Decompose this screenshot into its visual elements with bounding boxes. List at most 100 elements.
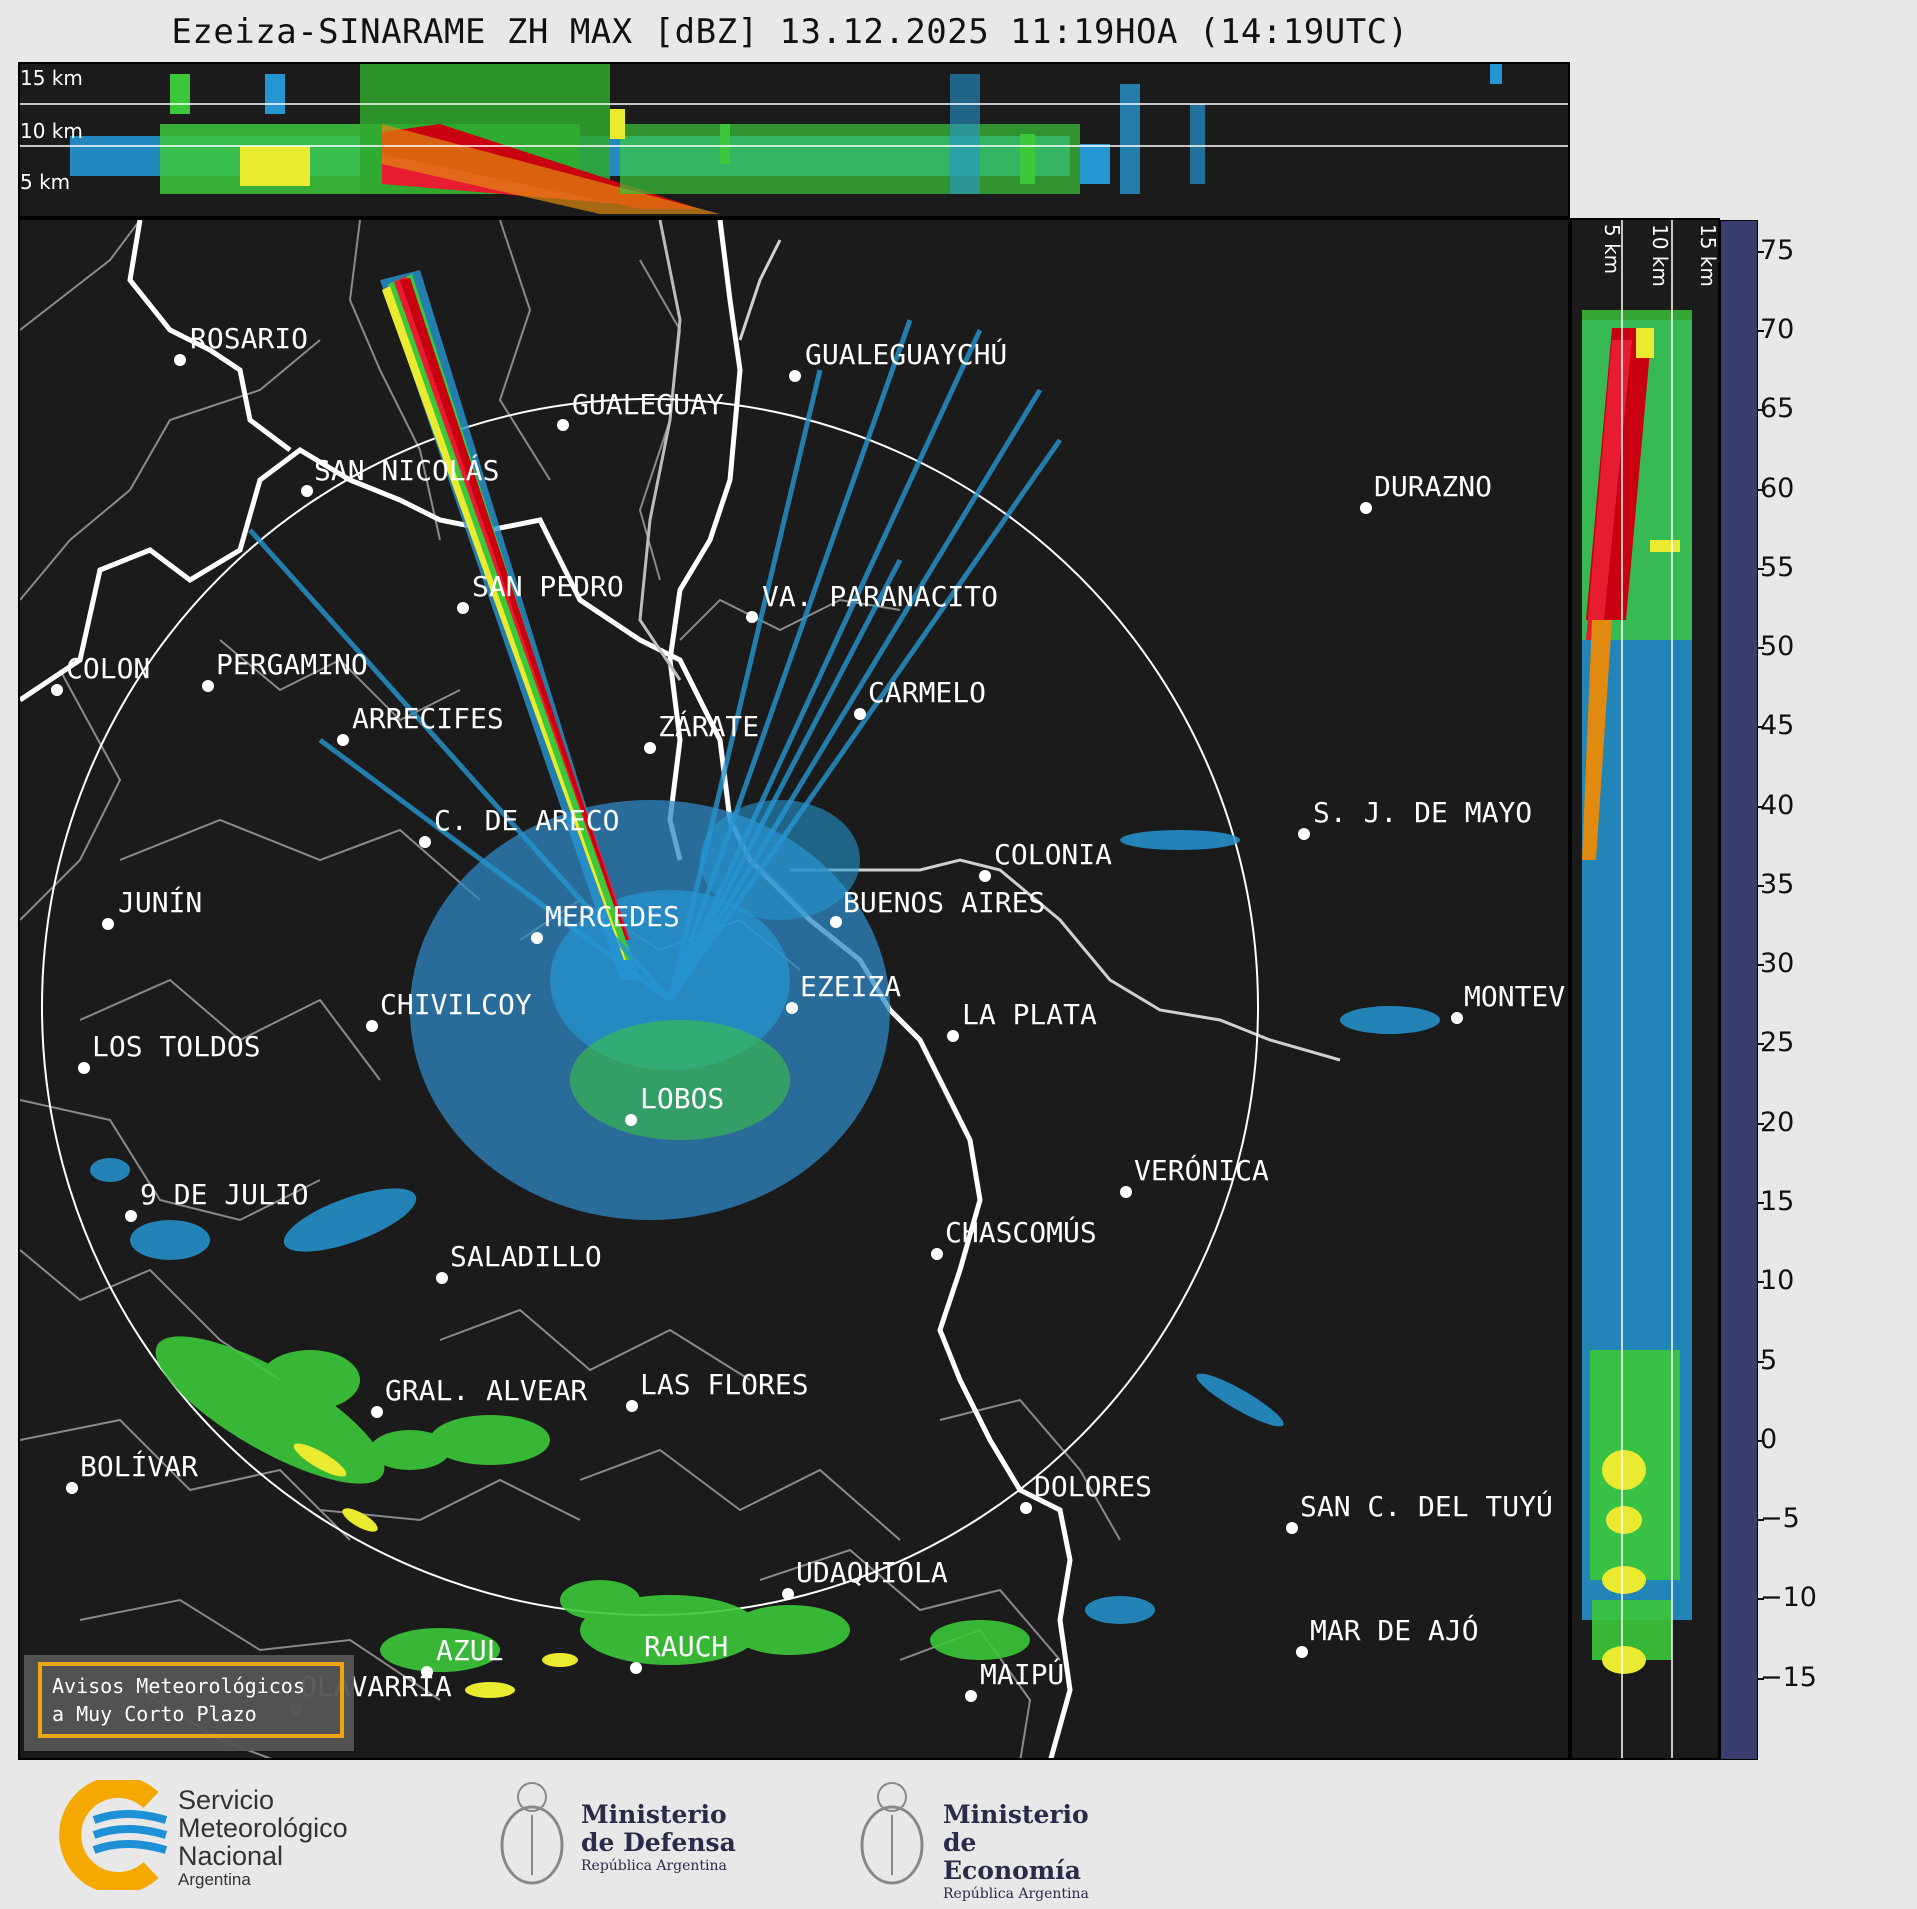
top-cross-section-plot	[20, 64, 1568, 214]
side-echoes	[1582, 310, 1692, 1674]
colorbar-tick-mark	[1757, 805, 1764, 808]
city-marker	[1120, 1186, 1132, 1198]
economia-line-3: República Argentina	[943, 1886, 1089, 1902]
city-label: GUALEGUAYCHÚ	[805, 338, 1008, 371]
smn-line-2: Meteorológico	[178, 1813, 348, 1843]
colorbar-tick-label: 20	[1760, 1106, 1795, 1138]
colorbar-tick-label: −10	[1760, 1582, 1817, 1614]
colorbar-tick-mark	[1757, 1677, 1764, 1680]
colorbar-tick-mark	[1757, 250, 1764, 253]
colorbar-tick-mark	[1757, 1281, 1764, 1284]
city-marker	[965, 1690, 977, 1702]
city-marker	[421, 1666, 433, 1678]
colorbar-tick-mark	[1757, 329, 1764, 332]
city-marker	[457, 602, 469, 614]
city-marker	[371, 1406, 383, 1418]
city-marker	[531, 932, 543, 944]
city-label: GRAL. ALVEAR	[385, 1374, 588, 1407]
colorbar-tick-label: 30	[1760, 948, 1795, 980]
side-alt-label-15km: 15 km	[1696, 224, 1720, 287]
smn-logo-mark	[59, 1780, 168, 1890]
smn-line-3: Nacional	[178, 1841, 284, 1871]
colorbar-tick-mark	[1757, 1439, 1764, 1442]
city-marker	[830, 916, 842, 928]
colorbar-tick-mark	[1757, 884, 1764, 887]
city-marker	[1020, 1502, 1032, 1514]
colorbar-tick-label: 5	[1760, 1344, 1778, 1376]
city-label: CHIVILCOY	[380, 988, 532, 1021]
city-marker	[557, 419, 569, 431]
city-label: RAUCH	[644, 1630, 729, 1663]
city-marker	[644, 742, 656, 754]
colorbar-tick-mark	[1757, 1360, 1764, 1363]
economia-crest-icon	[860, 1782, 924, 1885]
top-alt-label-5km: 5 km	[20, 170, 71, 194]
defensa-line-1: Ministerio	[581, 1800, 727, 1829]
city-marker	[337, 734, 349, 746]
city-label: DURAZNO	[1374, 470, 1493, 503]
city-label: LA PLATA	[962, 998, 1097, 1031]
city-label: SALADILLO	[450, 1240, 602, 1273]
city-label: LOBOS	[640, 1082, 725, 1115]
city-marker	[626, 1400, 638, 1412]
radar-echoes	[90, 270, 1440, 1698]
colorbar-tick-label: 75	[1760, 234, 1795, 266]
colorbar-tick-mark	[1757, 409, 1764, 412]
city-marker	[301, 485, 313, 497]
colorbar-tick-mark	[1757, 726, 1764, 729]
colorbar-tick-label: 45	[1760, 710, 1795, 742]
colorbar-tick-label: 65	[1760, 393, 1795, 425]
city-marker	[174, 354, 186, 366]
city-label: MERCEDES	[545, 900, 680, 933]
warning-box[interactable]: Avisos Meteorológicos a Muy Corto Plazo	[38, 1662, 344, 1738]
colorbar-tick-label: 70	[1760, 313, 1795, 345]
top-echoes	[70, 64, 1502, 214]
city-label: UDAQUIOLA	[796, 1556, 948, 1589]
top-alt-label-10km: 10 km	[20, 119, 83, 143]
side-cross-section-plot	[1582, 220, 1692, 1758]
side-alt-label-5km: 5 km	[1600, 224, 1624, 275]
city-label: LAS FLORES	[640, 1368, 809, 1401]
colorbar-tick-mark	[1757, 488, 1764, 491]
colorbar-tick-label: −15	[1760, 1661, 1817, 1693]
warning-line-1: Avisos Meteorológicos	[52, 1674, 305, 1698]
city-marker	[947, 1030, 959, 1042]
city-label: SAN PEDRO	[472, 570, 624, 603]
city-label: MAR DE AJÓ	[1310, 1614, 1479, 1647]
city-marker	[786, 1002, 798, 1014]
city-marker	[78, 1062, 90, 1074]
city-label: MAIPÚ	[980, 1658, 1065, 1691]
top-alt-label-15km: 15 km	[20, 66, 83, 90]
warning-line-2: a Muy Corto Plazo	[52, 1702, 257, 1726]
city-marker	[202, 680, 214, 692]
colorbar-tick-label: 60	[1760, 472, 1795, 504]
city-marker	[51, 684, 63, 696]
city-marker	[746, 611, 758, 623]
city-label: SAN NICOLÁS	[314, 454, 500, 487]
colorbar-tick-label: 55	[1760, 551, 1795, 583]
city-label: EZEIZA	[800, 970, 902, 1003]
colorbar-tick-label: 0	[1760, 1423, 1778, 1455]
city-marker	[1296, 1646, 1308, 1658]
side-cross-section-panel: 5 km 10 km 15 km	[1570, 218, 1720, 1760]
city-marker	[366, 1020, 378, 1032]
city-label: COLONIA	[994, 838, 1113, 871]
city-marker	[125, 1210, 137, 1222]
colorbar-tick-mark	[1757, 647, 1764, 650]
city-label: BUENOS AIRES	[843, 886, 1046, 919]
radar-map	[20, 220, 1440, 1758]
colorbar-tick-label: 50	[1760, 631, 1795, 663]
top-cross-section-panel: 15 km 10 km 5 km	[18, 62, 1570, 218]
city-label: VERÓNICA	[1134, 1154, 1269, 1187]
colorbar-tick-label: 35	[1760, 868, 1795, 900]
city-marker	[1360, 502, 1372, 514]
colorbar-tick-mark	[1757, 1519, 1764, 1522]
page-title: Ezeiza-SINARAME ZH MAX [dBZ] 13.12.2025 …	[171, 12, 1409, 52]
city-marker	[1451, 1012, 1463, 1024]
city-marker	[1286, 1522, 1298, 1534]
city-label: MONTEV	[1464, 980, 1566, 1013]
city-label: C. DE ARECO	[434, 804, 620, 837]
defensa-line-3: República Argentina	[581, 1858, 727, 1874]
defensa-crest-icon	[500, 1782, 564, 1885]
city-label: AZUL	[436, 1634, 504, 1667]
